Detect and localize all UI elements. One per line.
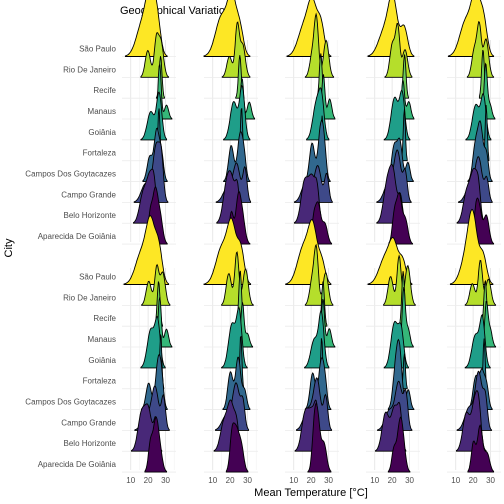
x-tick-label: 20 — [144, 476, 153, 485]
ridge-9 — [467, 424, 495, 473]
y-tick-label: Recife — [93, 86, 116, 95]
ridge-0 — [449, 208, 494, 285]
ridge-1 — [304, 243, 334, 306]
ridge-1 — [141, 263, 171, 306]
x-tick-label: 10 — [126, 476, 135, 485]
x-tick-label: 20 — [469, 476, 478, 485]
x-tick-label: 30 — [405, 476, 414, 485]
ridge-0 — [285, 219, 332, 285]
ridge-4 — [383, 320, 409, 369]
y-tick-label: Aparecida De Goiânia — [38, 232, 117, 241]
y-tick-label: Fortaleza — [83, 149, 117, 158]
x-axis-label: Mean Temperature [°C] — [254, 487, 368, 499]
x-tick-label: 10 — [208, 476, 217, 485]
y-tick-label: Goiânia — [88, 356, 116, 365]
ridge-0 — [367, 0, 415, 57]
ridge-0 — [286, 0, 332, 57]
ridge-6 — [304, 119, 331, 183]
y-tick-label: Fortaleza — [83, 377, 117, 386]
y-tick-label: Aparecida De Goiânia — [38, 460, 117, 469]
y-tick-label: Campos Dos Goytacazes — [25, 398, 116, 407]
y-tick-label: São Paulo — [79, 273, 116, 282]
ridge-1 — [464, 259, 497, 306]
chart-title: Geographical Variation — [120, 5, 231, 17]
facet-panel: 2019102030 — [447, 208, 501, 485]
y-tick-label: São Paulo — [79, 45, 116, 54]
y-tick-label: Belo Horizonte — [64, 439, 117, 448]
y-tick-label: Rio De Janeiro — [63, 293, 116, 302]
y-axis-label: City — [3, 238, 15, 257]
y-tick-label: Recife — [93, 314, 116, 323]
ridge-9 — [388, 192, 414, 245]
y-tick-label: Campo Grande — [61, 418, 116, 427]
x-tick-label: 10 — [289, 476, 298, 485]
ridge-6 — [387, 338, 415, 411]
ridge-6 — [467, 120, 493, 183]
y-tick-label: Campos Dos Goytacazes — [25, 170, 116, 179]
facet-panel: 2016102030 — [203, 217, 258, 485]
ridge-1 — [221, 21, 251, 78]
ridge-9 — [225, 422, 249, 473]
ridge-1 — [383, 254, 416, 306]
facet-panel: 2011 — [203, 0, 258, 245]
x-tick-label: 20 — [226, 476, 235, 485]
y-tick-label: Manaus — [88, 335, 116, 344]
y-tick-label: Goiânia — [88, 128, 116, 137]
x-tick-label: 30 — [324, 476, 333, 485]
ridge-9 — [144, 416, 168, 473]
facet-panel: 2018102030 — [366, 237, 420, 485]
x-tick-label: 10 — [370, 476, 379, 485]
y-tick-label: Campo Grande — [61, 190, 116, 199]
ridge-0 — [447, 0, 495, 57]
facet-panel: 2014 — [447, 0, 501, 245]
ridge-1 — [221, 251, 254, 306]
x-tick-label: 30 — [161, 476, 170, 485]
facet-panel: 2012 — [285, 0, 339, 245]
ridge-4 — [223, 84, 251, 141]
ridge-1 — [466, 21, 495, 78]
y-tick-label: Belo Horizonte — [64, 211, 117, 220]
x-tick-label: 30 — [486, 476, 495, 485]
x-tick-label: 10 — [451, 476, 460, 485]
facet-grid: 20 10 São Paulo Rio De Janeiro Recife Manaus G… — [25, 0, 501, 485]
ridge-6 — [223, 131, 251, 183]
ridge-9 — [307, 402, 332, 473]
ridge-9 — [387, 416, 411, 473]
y-tick-label: Rio De Janeiro — [63, 65, 116, 74]
x-tick-label: 30 — [243, 476, 252, 485]
y-tick-label: Manaus — [88, 107, 116, 116]
facet-panel: 2013 — [366, 0, 420, 245]
facet-panel: 2017102030 — [285, 219, 339, 485]
x-tick-label: 20 — [307, 476, 316, 485]
x-tick-label: 20 — [388, 476, 397, 485]
